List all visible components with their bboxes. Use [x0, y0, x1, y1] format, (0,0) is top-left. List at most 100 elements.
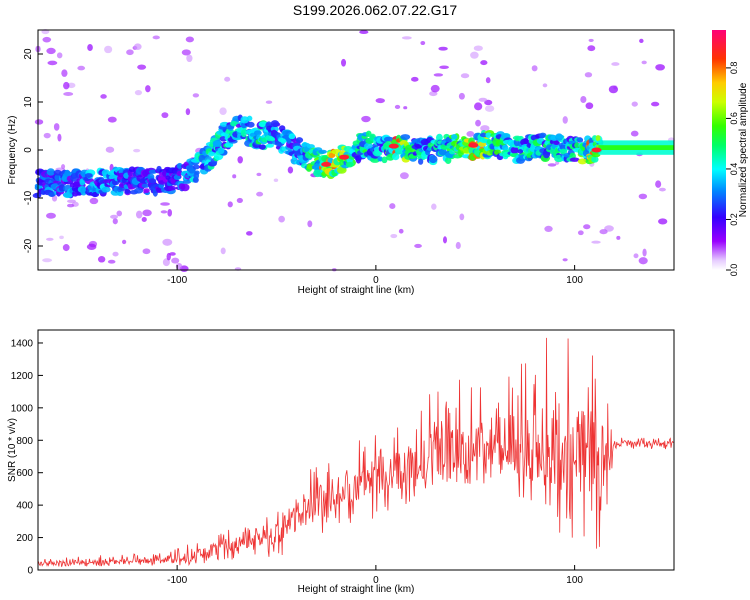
spectrogram-noise-blob: [265, 100, 273, 104]
spectrogram-noise-blob: [542, 83, 548, 88]
spectrogram-ridge-blob: [510, 146, 519, 154]
spectrogram-noise-blob: [42, 258, 53, 263]
spectrogram-ridge-blob: [392, 152, 400, 161]
spectrogram-noise-blob: [466, 130, 475, 137]
spectrogram-noise-blob: [460, 73, 470, 79]
spectrogram-ridge-blob: [182, 179, 192, 184]
spectrogram-ridge-blob: [168, 185, 177, 191]
spectrogram-noise-blob: [411, 76, 419, 82]
spectrogram-ridge-blob: [178, 183, 186, 190]
spectrogram-noise-blob: [390, 233, 398, 239]
spectrogram-noise-blob: [480, 60, 488, 66]
spectrogram-ridge-blob: [84, 173, 93, 179]
spectrogram-noise-blob: [611, 62, 620, 66]
spectrogram-noise-blob: [47, 60, 58, 66]
spectrogram-noise-blob: [34, 119, 44, 125]
spectrogram-noise-blob: [658, 187, 666, 192]
spectrogram-noise-blob: [375, 98, 385, 104]
snr-frame: [37, 329, 675, 571]
spectrogram-ridge-blob: [253, 130, 262, 136]
spectrogram-ridge-blob: [517, 149, 524, 154]
spectrogram-x-ticks: -100 0 100: [167, 265, 583, 286]
colorbar-ticks: 0.0 0.2 0.4 0.6 0.8: [726, 62, 739, 276]
spectrogram-noise-blob: [142, 209, 152, 217]
spectrogram-ridge-blob: [133, 187, 144, 194]
spectrogram-noise-blob: [107, 116, 117, 123]
spectrogram-noise-blob: [61, 164, 66, 170]
spectrogram-ridge-blob: [555, 134, 564, 139]
spectrogram-x-tick-label: 100: [566, 275, 583, 286]
snr-x-tick-label: 0: [373, 575, 379, 586]
spectrogram-noise-blob: [439, 65, 449, 69]
spectrogram-x-tick-label: -100: [167, 275, 187, 286]
spectrogram-ridge-blob: [240, 129, 247, 138]
spectrogram-ridge-blob: [246, 115, 253, 121]
spectrogram-ridge-blob: [501, 144, 509, 151]
snr-y-tick-label: 1200: [11, 371, 34, 382]
colorbar: 0.0 0.2 0.4 0.6 0.8 Normalized spectral ampl…: [712, 30, 749, 276]
spectrogram-noise-blob: [220, 247, 226, 255]
spectrogram-noise-blob: [414, 243, 422, 249]
spectrogram-ridge-blob: [576, 137, 584, 143]
spectrogram-noise-blob: [86, 243, 97, 250]
spectrogram-noise-blob: [137, 64, 147, 70]
spectrogram-x-axis-label: Height of straight line (km): [298, 285, 415, 296]
spectrogram-ridge-blob: [569, 157, 580, 162]
spectrogram-noise-blob: [442, 236, 447, 244]
figure-title: S199.2026.062.07.22.G17: [293, 2, 457, 18]
spectrogram-noise-blob: [161, 112, 169, 119]
spectrogram-noise-blob: [224, 76, 231, 82]
spectrogram-noise-blob: [588, 38, 594, 42]
spectrogram-noise-blob: [608, 85, 619, 94]
spectrogram-ridge-blob: [265, 143, 274, 148]
spectrogram-noise-blob: [126, 49, 134, 56]
spectrogram-noise-blob: [562, 258, 568, 262]
spectrogram-noise-blob: [133, 43, 142, 51]
spectrogram-noise-blob: [63, 91, 74, 96]
spectrogram-noise-blob: [591, 240, 601, 244]
spectrogram-ridge-blob: [328, 152, 336, 158]
spectrogram-noise-blob: [577, 230, 584, 236]
spectrogram-noise-blob: [639, 38, 644, 44]
spectrogram-noise-blob: [359, 30, 369, 35]
spectrogram-noise-blob: [458, 92, 465, 100]
colorbar-label: Normalized spectral amplitude: [738, 82, 749, 217]
spectrogram-y-tick-label: 10: [23, 96, 34, 108]
spectrogram-ridge-blob: [217, 147, 225, 155]
spectrogram-noise-blob: [403, 106, 408, 110]
spectrogram-noise-blob: [232, 174, 237, 179]
snr-y-axis-label: SNR (10 * v/v): [7, 418, 18, 482]
spectrogram-ridge-blob: [553, 140, 560, 145]
spectrogram-noise-blob: [43, 132, 51, 139]
spectrogram-noise-blob: [167, 209, 173, 217]
spectrogram-noise-blob: [152, 35, 160, 40]
spectrogram-peak: [339, 154, 350, 160]
spectrogram-noise-blob: [433, 73, 444, 77]
spectrogram-noise-blob: [186, 54, 193, 63]
spectrogram-noise-blob: [112, 218, 118, 225]
spectrogram-ridge-blob: [428, 155, 438, 164]
spectrogram-noise-blob: [273, 178, 279, 183]
spectrogram-ridge-blob: [327, 157, 334, 164]
spectrogram-noise-blob: [431, 203, 437, 210]
spectrogram-ridge-blob: [193, 171, 200, 180]
spectrogram-noise-blob: [107, 259, 116, 264]
spectrogram-ridge-blob: [141, 183, 150, 188]
snr-y-tick-label: 200: [16, 533, 33, 544]
spectrogram-noise-blob: [171, 257, 180, 264]
spectrogram-noise-blob: [256, 172, 262, 177]
spectrogram-noise-blob: [134, 90, 143, 96]
spectrogram-noise-blob: [169, 252, 176, 256]
spectrogram-ridge-blob: [591, 155, 599, 163]
spectrogram-noise-blob: [287, 166, 294, 174]
spectrogram-noise-blob: [46, 237, 54, 241]
spectrogram-ridge-blob: [381, 156, 388, 164]
spectrogram-noise-blob: [475, 119, 481, 127]
spectrogram-noise-blob: [77, 65, 86, 71]
spectrogram-noise-blob: [430, 84, 440, 93]
spectrogram-peak: [591, 147, 602, 153]
spectrogram-noise-blob: [181, 49, 191, 56]
spectrogram-noise-blob: [599, 229, 608, 235]
spectrogram-noise-blob: [658, 218, 668, 225]
spectrogram-ridge-blob: [577, 158, 588, 165]
